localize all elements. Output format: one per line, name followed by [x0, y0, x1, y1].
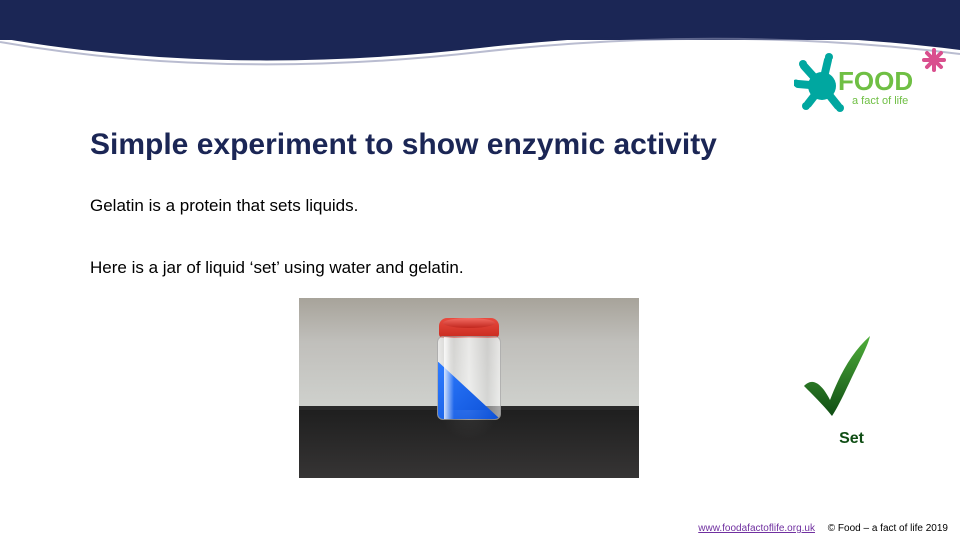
slide-title: Simple experiment to show enzymic activi… [90, 128, 717, 162]
logo-tagline-text: a fact of life [852, 95, 908, 107]
jar-body [437, 336, 501, 420]
jar-lid-top [443, 318, 495, 328]
jar-photo [299, 298, 639, 478]
slide: FOOD a fact of life Simple experiment to… [0, 0, 960, 540]
checkmark-icon [796, 330, 876, 420]
body-text-1: Gelatin is a protein that sets liquids. [90, 196, 358, 216]
brand-logo-svg: FOOD a fact of life [794, 46, 954, 116]
brand-logo: FOOD a fact of life [794, 46, 954, 116]
jar [437, 318, 501, 420]
splash-icon [794, 53, 844, 112]
checkmark-label: Set [839, 430, 864, 448]
body-text-2: Here is a jar of liquid ‘set’ using wate… [90, 258, 464, 278]
footer: www.foodafactoflife.org.uk © Food – a fa… [698, 523, 948, 534]
jar-shine [444, 337, 454, 419]
footer-copyright: © Food – a fact of life 2019 [828, 523, 948, 534]
logo-brand-text: FOOD [838, 66, 913, 96]
asterisk-icon [924, 50, 944, 70]
footer-link[interactable]: www.foodafactoflife.org.uk [698, 523, 815, 534]
jar-reflection [439, 410, 499, 440]
